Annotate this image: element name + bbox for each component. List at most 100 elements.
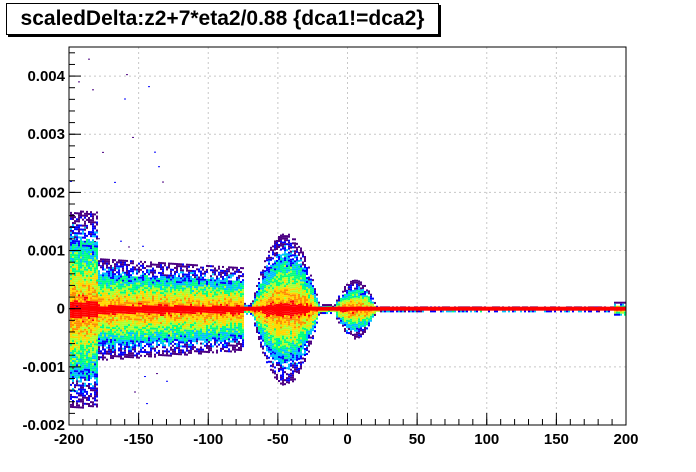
heatmap-cell [234,294,236,297]
heatmap-cell [214,341,216,344]
heatmap-cell [102,290,104,293]
heatmap-cell [234,312,236,315]
heatmap-cell [154,275,156,278]
heatmap-cell [166,276,168,279]
heatmap-cell [102,282,104,285]
heatmap-cell [204,318,206,321]
heatmap-cell [76,250,78,253]
heatmap-cell [214,287,216,290]
heatmap-cell [158,311,160,314]
heatmap-cell [150,325,152,328]
heatmap-cell [94,297,96,300]
heatmap-cell [88,277,90,280]
heatmap-cell [204,316,206,319]
heatmap-cell [226,300,228,303]
heatmap-cell [128,338,130,341]
heatmap-cell [266,277,268,280]
heatmap-cell [156,319,158,322]
heatmap-cell [188,345,190,348]
heatmap-cell [174,272,176,275]
heatmap-cell [96,321,98,324]
heatmap-cell [78,262,80,265]
heatmap-cell [72,352,74,355]
heatmap-cell [108,320,110,323]
heatmap-cell [112,273,114,276]
heatmap-cell [262,293,264,296]
heatmap-cell [254,316,256,319]
heatmap-cell [140,354,142,357]
heatmap-cell [278,274,280,277]
heatmap-cell [88,219,90,222]
heatmap-cell [132,352,134,355]
heatmap-cell [192,266,194,269]
heatmap-cell [230,316,232,319]
heatmap-cell [122,271,124,274]
heatmap-cell [270,296,272,299]
heatmap-cell [204,274,206,277]
heatmap-cell [122,283,124,286]
heatmap-cell [158,263,160,266]
heatmap-cell [112,347,114,350]
heatmap-cell [80,292,82,295]
heatmap-cell [106,264,108,267]
heatmap-cell [172,286,174,289]
heatmap-cell [102,324,104,327]
heatmap-cell [92,263,94,266]
heatmap-cell [214,311,216,314]
heatmap-cell [266,333,268,336]
heatmap-cell [174,332,176,335]
heatmap-cell [258,316,260,319]
heatmap-cell [132,260,134,263]
heatmap-cell [222,297,224,300]
heatmap-cell [84,326,86,329]
heatmap-cell [240,271,242,274]
heatmap-cell [108,270,110,273]
heatmap-cell [256,328,258,331]
heatmap-cell [120,291,122,294]
heatmap-cell [274,284,276,287]
heatmap-cell [242,319,244,322]
heatmap-cell [270,364,272,367]
heatmap-cell [242,317,244,320]
heatmap-cell [92,253,94,256]
heatmap-cell [264,298,266,301]
heatmap-cell [98,270,100,273]
heatmap-cell [272,329,274,332]
heatmap-cell [120,319,122,322]
heatmap-cell [144,277,146,280]
heatmap-cell [238,288,240,291]
heatmap-cell [152,285,154,288]
heatmap-cell [78,258,80,261]
heatmap-cell [124,327,126,330]
heatmap-cell [90,241,92,244]
heatmap-cell [222,301,224,304]
heatmap-cell [222,325,224,328]
heatmap-cell [130,276,132,279]
heatmap-cell [80,342,82,345]
heatmap-cell [94,317,96,320]
heatmap-cell [114,355,116,358]
heatmap-cell [106,274,108,277]
heatmap-cell [258,332,260,335]
heatmap-cell [204,340,206,343]
heatmap-cell [144,376,146,378]
heatmap-cell [92,255,94,258]
heatmap-cell [258,310,260,313]
heatmap-cell [88,259,90,262]
heatmap-cell [84,364,86,367]
heatmap-cell [124,291,126,294]
heatmap-cell [88,327,90,330]
heatmap-cell [212,335,214,338]
heatmap-cell [90,263,92,266]
heatmap-cell [224,274,226,277]
heatmap-cell [86,244,88,247]
heatmap-cell [274,314,276,317]
heatmap-cell [242,275,244,278]
heatmap-cell [206,328,208,331]
heatmap-cell [74,314,76,317]
heatmap-cell [170,272,172,275]
heatmap-cell [222,281,224,284]
heatmap-cell [112,283,114,286]
heatmap-cell [178,353,180,356]
heatmap-cell [82,356,84,359]
